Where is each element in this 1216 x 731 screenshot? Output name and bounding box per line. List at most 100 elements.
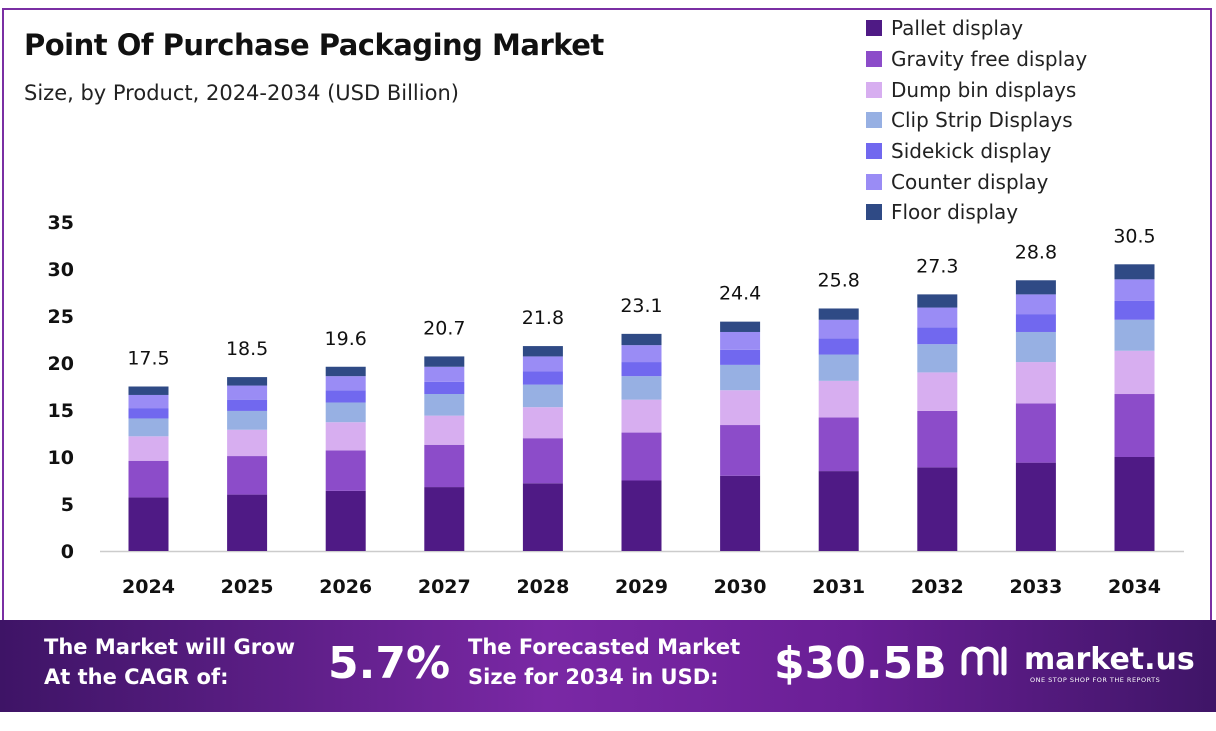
bar-segment-floor-display <box>522 346 563 357</box>
x-tick-label: 2026 <box>319 576 372 598</box>
bar-segment-dump-bin-displays <box>227 429 268 457</box>
bar-segment-floor-display <box>1114 264 1155 280</box>
bar-segment-sidekick-display <box>621 362 662 377</box>
bar-segment-clip-strip-displays <box>227 410 268 430</box>
legend-swatch <box>866 204 882 221</box>
x-tick-label: 2030 <box>714 576 767 598</box>
bar-segment-pallet-display <box>621 480 662 551</box>
bar-total-label: 23.1 <box>620 295 662 317</box>
legend-item: Counter display <box>866 166 1087 197</box>
cagr-label-line1: The Market will Grow <box>44 635 295 659</box>
chart-frame <box>2 8 1212 712</box>
bar-segment-counter-display <box>1114 279 1155 301</box>
cagr-value: 5.7% <box>328 638 451 689</box>
bar-total-label: 19.6 <box>325 328 367 350</box>
bar-segment-counter-display <box>917 307 958 328</box>
bar-segment-clip-strip-displays <box>621 376 662 400</box>
bar-segment-dump-bin-displays <box>621 399 662 433</box>
bar-segment-gravity-free-display <box>522 438 563 484</box>
bar-segment-pallet-display <box>325 490 366 551</box>
legend-item: Sidekick display <box>866 136 1087 167</box>
bar-segment-clip-strip-displays <box>128 418 169 437</box>
y-tick-label: 0 <box>61 541 74 563</box>
x-tick-label: 2032 <box>911 576 964 598</box>
bar-segment-dump-bin-displays <box>818 380 859 418</box>
bar-segment-dump-bin-displays <box>917 372 958 411</box>
bar-segment-counter-display <box>720 331 761 350</box>
bar-total-label: 20.7 <box>423 317 465 339</box>
x-tick-label: 2024 <box>122 576 175 598</box>
bar-total-label: 28.8 <box>1015 241 1057 263</box>
summary-banner: The Market will Grow At the CAGR of: 5.7… <box>0 620 1216 712</box>
bar-segment-pallet-display <box>917 467 958 551</box>
bar-segment-gravity-free-display <box>818 417 859 472</box>
x-tick-label: 2028 <box>516 576 569 598</box>
bar-segment-pallet-display <box>720 475 761 551</box>
bar-segment-clip-strip-displays <box>424 394 465 416</box>
bar-segment-dump-bin-displays <box>424 415 465 445</box>
chart-subtitle: Size, by Product, 2024-2034 (USD Billion… <box>24 81 459 105</box>
bar-segment-sidekick-display <box>227 399 268 411</box>
x-tick-label: 2025 <box>221 576 274 598</box>
cagr-label: The Market will Grow At the CAGR of: <box>44 632 295 692</box>
bar-segment-sidekick-display <box>522 371 563 385</box>
bar-segment-counter-display <box>1015 294 1056 315</box>
market-us-logo[interactable]: market.us <box>960 642 1195 677</box>
bar-segment-pallet-display <box>1114 457 1155 551</box>
stacked-bar-chart: 0510152025303517.5202418.5202519.6202620… <box>48 212 1184 598</box>
bar-segment-dump-bin-displays <box>128 436 169 461</box>
bar-segment-dump-bin-displays <box>522 407 563 439</box>
legend-item: Pallet display <box>866 13 1087 44</box>
legend-label: Floor display <box>891 200 1019 225</box>
y-tick-label: 15 <box>48 400 74 422</box>
bar-total-label: 18.5 <box>226 338 268 360</box>
x-tick-label: 2031 <box>812 576 865 598</box>
bar-segment-gravity-free-display <box>424 444 465 488</box>
y-tick-label: 30 <box>48 259 74 281</box>
legend-label: Pallet display <box>891 16 1024 41</box>
bar-segment-pallet-display <box>128 497 169 551</box>
y-tick-label: 35 <box>48 212 74 234</box>
bar-segment-clip-strip-displays <box>720 364 761 391</box>
market-us-logo-icon <box>961 646 1007 675</box>
chart-title: Point Of Purchase Packaging Market <box>24 28 604 62</box>
forecast-label-line1: The Forecasted Market <box>468 635 741 659</box>
bar-segment-floor-display <box>227 377 268 386</box>
bar-segment-sidekick-display <box>720 349 761 365</box>
bar-segment-floor-display <box>621 333 662 346</box>
bar-segment-pallet-display <box>424 487 465 551</box>
bar-segment-counter-display <box>424 366 465 382</box>
legend-swatch <box>866 51 882 68</box>
bar-segment-dump-bin-displays <box>720 390 761 426</box>
bar-segment-counter-display <box>621 345 662 363</box>
bar-segment-floor-display <box>424 356 465 367</box>
bar-segment-sidekick-display <box>325 390 366 403</box>
bar-segment-floor-display <box>720 321 761 332</box>
bar-segment-sidekick-display <box>1114 300 1155 320</box>
legend-label: Dump bin displays <box>891 77 1077 102</box>
x-tick-label: 2034 <box>1108 576 1161 598</box>
bar-segment-counter-display <box>325 376 366 391</box>
legend-swatch <box>866 173 882 190</box>
legend-swatch <box>866 20 882 37</box>
chart-legend: Pallet display Gravity free display Dump b… <box>866 13 1087 228</box>
bar-segment-dump-bin-displays <box>1015 362 1056 404</box>
bar-segment-dump-bin-displays <box>1114 350 1155 395</box>
forecast-label-line2: Size for 2034 in USD: <box>468 665 719 689</box>
bar-segment-gravity-free-display <box>227 456 268 495</box>
y-tick-label: 20 <box>48 353 74 375</box>
bar-segment-gravity-free-display <box>621 432 662 481</box>
bar-segment-clip-strip-displays <box>917 344 958 373</box>
bar-segment-sidekick-display <box>818 338 859 355</box>
legend-swatch <box>866 112 882 129</box>
bar-total-label: 24.4 <box>719 283 761 305</box>
bar-segment-clip-strip-displays <box>325 402 366 423</box>
legend-item: Floor display <box>866 197 1087 228</box>
bar-segment-pallet-display <box>818 471 859 551</box>
bar-segment-gravity-free-display <box>1114 394 1155 457</box>
bar-segment-gravity-free-display <box>325 450 366 491</box>
bar-segment-pallet-display <box>1015 462 1056 551</box>
bar-segment-floor-display <box>917 294 958 308</box>
bar-segment-clip-strip-displays <box>1114 319 1155 351</box>
legend-label: Gravity free display <box>891 47 1088 72</box>
